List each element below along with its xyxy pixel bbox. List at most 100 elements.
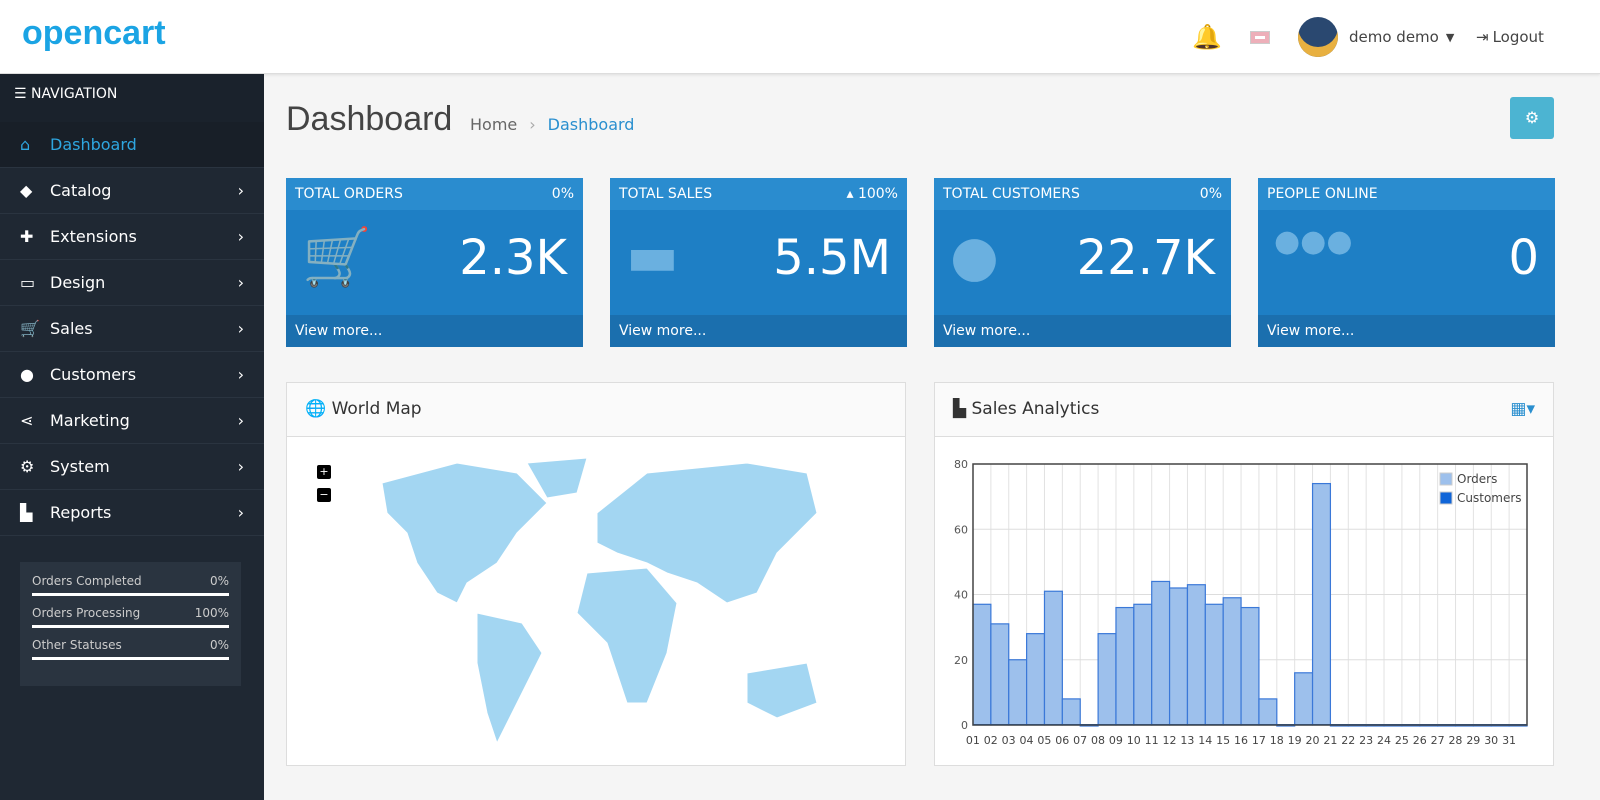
sidebar-item-marketing[interactable]: ⋖ Marketing › [0, 398, 264, 444]
sidebar-item-customers[interactable]: ● Customers › [0, 352, 264, 398]
tile-total-sales: TOTAL SALES ▴ 100% ▬ 5.5M View more... [610, 178, 907, 347]
legend-label-orders: Orders [1457, 472, 1497, 486]
sidebar-item-label: Marketing [50, 411, 130, 430]
logout-label: Logout [1492, 28, 1544, 46]
tile-value: 0 [1508, 230, 1539, 286]
bar-orders [1204, 603, 1224, 726]
sidebar-item-label: Sales [50, 319, 93, 338]
x-tick-label: 17 [1252, 734, 1266, 747]
x-tick-label: 20 [1305, 734, 1319, 747]
header: opencart 🔔 demo demo ▼ ⇥ Logout [0, 0, 1600, 74]
zoom-in-button[interactable]: + [317, 465, 331, 479]
view-more-link[interactable]: View more... [610, 315, 907, 347]
navigation-header[interactable]: ☰ NAVIGATION [0, 74, 264, 122]
bell-icon[interactable]: 🔔 [1192, 23, 1222, 51]
bar-orders [1026, 633, 1046, 726]
legend-swatch-customers [1439, 491, 1453, 505]
sidebar-item-dashboard[interactable]: ⌂ Dashboard [0, 122, 264, 168]
stat-row: Orders Completed 0% [32, 574, 229, 588]
tile-value: 5.5M [773, 230, 891, 286]
x-tick-label: 04 [1020, 734, 1034, 747]
settings-button[interactable]: ⚙ [1510, 97, 1554, 139]
x-tick-label: 19 [1288, 734, 1302, 747]
y-tick-label: 20 [954, 654, 968, 667]
user-name: demo demo [1349, 28, 1439, 46]
sidebar-item-label: Catalog [50, 181, 112, 200]
user-menu[interactable]: demo demo ▼ [1298, 0, 1454, 74]
user-icon: ● [20, 365, 34, 384]
sidebar-item-sales[interactable]: 🛒 Sales › [0, 306, 264, 352]
stat-row: Orders Processing 100% [32, 606, 229, 620]
bar-orders [1258, 698, 1278, 726]
breadcrumb-dashboard[interactable]: Dashboard [547, 115, 635, 134]
x-tick-label: 23 [1359, 734, 1373, 747]
tile-title: PEOPLE ONLINE [1267, 186, 1378, 202]
stat-label: Orders Completed [32, 574, 142, 588]
opencart-logo[interactable]: opencart [22, 14, 166, 52]
stat-label: Other Statuses [32, 638, 122, 652]
sidebar-item-label: Design [50, 273, 106, 292]
bar-chart-icon: ▙ [953, 399, 972, 419]
bar-orders [1186, 584, 1206, 726]
language-flag-icon[interactable] [1250, 0, 1270, 74]
sidebar-item-label: Customers [50, 365, 137, 384]
logout-button[interactable]: ⇥ Logout [1476, 0, 1544, 74]
x-tick-label: 09 [1109, 734, 1123, 747]
order-stats: Orders Completed 0% Orders Processing 100% O… [20, 562, 241, 686]
tile-title: TOTAL CUSTOMERS [943, 186, 1080, 202]
stat-value: 0% [209, 638, 229, 652]
x-tick-label: 12 [1163, 734, 1177, 747]
x-tick-label: 28 [1448, 734, 1462, 747]
world-map[interactable] [347, 453, 847, 753]
sidebar-item-design[interactable]: ▭ Design › [0, 260, 264, 306]
share-icon: ⋖ [20, 411, 34, 430]
cart-icon: 🛒 [20, 319, 40, 338]
zoom-out-button[interactable]: − [317, 488, 331, 502]
view-more-link[interactable]: View more... [934, 315, 1231, 347]
tile-people-online: PEOPLE ONLINE ●●● 0 View more... [1258, 178, 1555, 347]
stat-label: Orders Processing [32, 606, 141, 620]
chevron-right-icon: › [237, 457, 244, 476]
bar-orders [1061, 698, 1081, 726]
view-more-link[interactable]: View more... [1258, 315, 1555, 347]
breadcrumb: Home › Dashboard [470, 115, 635, 134]
stat-progress-bar [32, 625, 229, 628]
view-more-link[interactable]: View more... [286, 315, 583, 347]
menu-icon: ☰ [14, 86, 32, 102]
x-tick-label: 10 [1127, 734, 1141, 747]
bar-orders [1151, 580, 1171, 726]
x-tick-label: 22 [1341, 734, 1355, 747]
stat-progress-bar [32, 593, 229, 596]
tile-total-customers: TOTAL CUSTOMERS 0% ● 22.7K View more... [934, 178, 1231, 347]
bar-orders [1043, 590, 1063, 726]
y-tick-label: 0 [961, 719, 968, 732]
chevron-right-icon: › [237, 411, 244, 430]
tile-title: TOTAL ORDERS [295, 186, 403, 202]
legend-label-customers: Customers [1457, 491, 1522, 505]
puzzle-icon: ✚ [20, 227, 34, 246]
sidebar-item-reports[interactable]: ▙ Reports › [0, 490, 264, 536]
bar-chart-icon: ▙ [20, 503, 33, 522]
sidebar-item-extensions[interactable]: ✚ Extensions › [0, 214, 264, 260]
stat-value: 100% [194, 606, 229, 620]
tile-value: 22.7K [1076, 230, 1215, 286]
sidebar-item-catalog[interactable]: ◆ Catalog › [0, 168, 264, 214]
tag-icon: ◆ [20, 181, 33, 200]
sidebar-item-label: Reports [50, 503, 112, 522]
bar-orders [1008, 659, 1028, 726]
x-tick-label: 13 [1180, 734, 1194, 747]
x-tick-label: 03 [1002, 734, 1016, 747]
europe-asia [596, 462, 818, 604]
sidebar-item-system[interactable]: ⚙ System › [0, 444, 264, 490]
page-title: Dashboard [286, 100, 453, 138]
calendar-dropdown-icon[interactable]: ▦▾ [1510, 399, 1535, 419]
x-tick-label: 02 [984, 734, 998, 747]
x-tick-label: 14 [1198, 734, 1212, 747]
globe-icon: 🌐 [305, 399, 332, 419]
x-tick-label: 07 [1073, 734, 1087, 747]
navigation-title: NAVIGATION [31, 86, 118, 102]
breadcrumb-home[interactable]: Home [470, 115, 518, 134]
x-tick-label: 29 [1466, 734, 1480, 747]
x-tick-label: 06 [1055, 734, 1069, 747]
sales-chart: 0 20 40 60 80 01 02 03 04 05 06 07 08 09 10 11 12 13 14 15 1… [954, 458, 1528, 747]
